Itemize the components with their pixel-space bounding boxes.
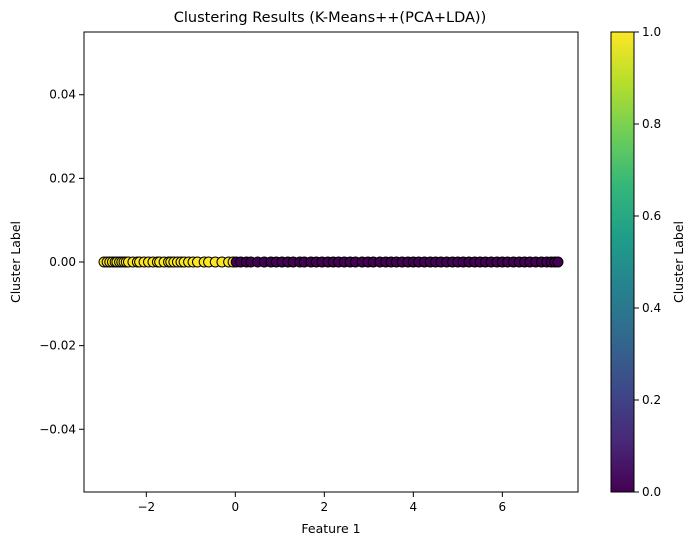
- x-tick-label: 6: [499, 500, 507, 514]
- y-axis-ticks: −0.04 −0.02 0.00 0.02 0.04: [39, 88, 84, 436]
- y-tick-label: −0.04: [39, 422, 76, 436]
- y-tick-label: 0.00: [49, 255, 76, 269]
- data-point-cluster-0: [552, 256, 564, 268]
- x-tick-label: 0: [231, 500, 239, 514]
- colorbar-tick-label: 0.2: [642, 393, 661, 407]
- colorbar-tick-label: 0.4: [642, 301, 661, 315]
- y-tick-label: −0.02: [39, 339, 76, 353]
- chart-title: Clustering Results (K-Means++(PCA+LDA)): [174, 10, 487, 26]
- colorbar-tick-label: 0.0: [642, 485, 661, 499]
- colorbar: [610, 31, 635, 493]
- colorbar-label: Cluster Label: [671, 221, 686, 303]
- x-axis-label: Feature 1: [301, 521, 360, 536]
- y-axis-label: Cluster Label: [8, 221, 23, 303]
- colorbar-tick-label: 0.8: [642, 117, 661, 131]
- y-tick-label: 0.04: [49, 88, 76, 102]
- colorbar-ticks: 0.0 0.2 0.4 0.6 0.8 1.0: [634, 25, 661, 499]
- colorbar-tick-label: 0.6: [642, 209, 661, 223]
- x-axis-ticks: −2 0 2 4 6: [137, 492, 506, 514]
- colorbar-tick-label: 1.0: [642, 25, 661, 39]
- data-points: [98, 256, 564, 268]
- y-tick-label: 0.02: [49, 171, 76, 185]
- x-tick-label: 2: [321, 500, 329, 514]
- x-tick-label: −2: [137, 500, 155, 514]
- x-tick-label: 4: [410, 500, 418, 514]
